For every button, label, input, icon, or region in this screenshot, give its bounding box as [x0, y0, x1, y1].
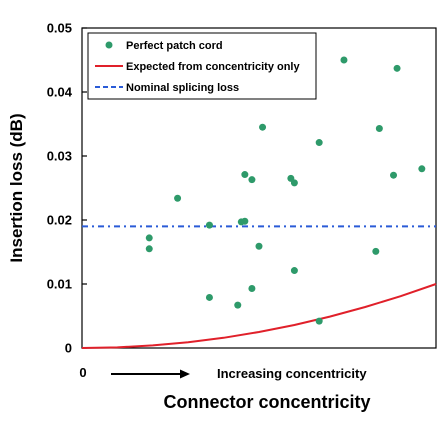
- data-point: [315, 317, 323, 325]
- data-point: [205, 293, 213, 301]
- data-point: [340, 56, 348, 64]
- data-point: [259, 123, 267, 131]
- data-point: [205, 221, 213, 229]
- data-point: [174, 194, 182, 202]
- y-tick-label: 0.02: [47, 213, 72, 228]
- x-tick-label-zero: 0: [79, 365, 86, 380]
- data-point: [290, 267, 298, 275]
- data-point: [255, 242, 263, 250]
- plot-border: [81, 27, 437, 349]
- data-point: [248, 284, 256, 292]
- data-point: [248, 176, 256, 184]
- legend-label: Nominal splicing loss: [126, 82, 239, 94]
- data-point: [375, 124, 383, 132]
- data-point: [145, 234, 153, 242]
- legend-label: Expected from concentricity only: [126, 61, 300, 73]
- patch-cord-points-layer: [145, 56, 426, 325]
- legend-label: Perfect patch cord: [126, 40, 223, 52]
- data-point: [372, 247, 380, 255]
- legend: Perfect patch cord Expected from concentr…: [87, 32, 317, 100]
- y-tick-label: 0: [65, 341, 72, 356]
- data-point: [145, 245, 153, 253]
- y-axis-title: Insertion loss (dB): [7, 113, 26, 262]
- plot-area: [81, 27, 437, 349]
- legend-box: [87, 32, 317, 100]
- y-tick-label: 0.03: [47, 149, 72, 164]
- y-tick-label: 0.01: [47, 277, 72, 292]
- expected-curve-layer: [81, 283, 437, 349]
- data-point: [234, 301, 242, 309]
- y-axis: 0 0.01 0.02 0.03 0.04 0.05: [47, 21, 87, 356]
- x-axis-title: Connector concentricity: [163, 392, 370, 412]
- x-direction-label: Increasing concentricity: [217, 366, 367, 381]
- data-point: [241, 171, 249, 179]
- data-point: [393, 64, 401, 72]
- data-point: [315, 139, 323, 147]
- y-tick-label: 0.05: [47, 21, 72, 36]
- data-point: [418, 165, 426, 173]
- increasing-arrow: [111, 369, 190, 379]
- expected-from-concentricity-line: [81, 283, 437, 349]
- y-tick-label: 0.04: [47, 85, 73, 100]
- data-point: [290, 179, 298, 187]
- data-point: [241, 217, 249, 225]
- legend-marker-perfect-patch-cord: [105, 41, 113, 49]
- data-point: [390, 171, 398, 179]
